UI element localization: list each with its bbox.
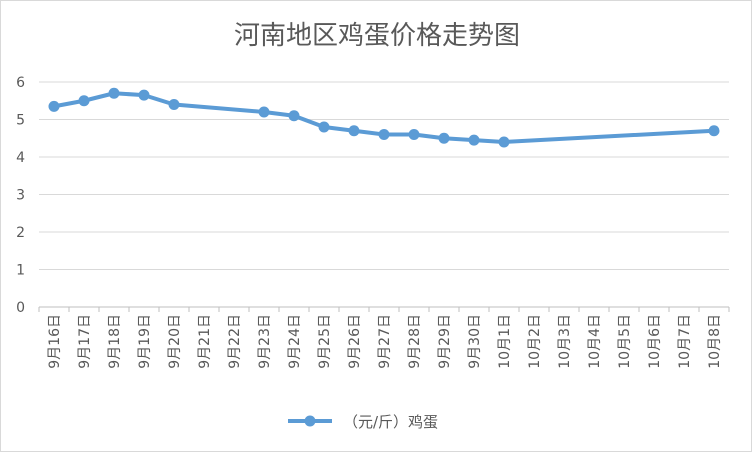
- x-axis-ticks: 9月16日 9月17日 9月18日 9月19日 9月20日 9月21日 9月22日 9月23日…: [39, 307, 729, 369]
- data-point: [439, 133, 450, 144]
- x-tick-label: 10月6日: [647, 314, 663, 369]
- x-tick-label: 10月8日: [707, 314, 723, 369]
- data-point: [169, 99, 180, 110]
- x-tick-label: 9月16日: [47, 314, 63, 369]
- x-tick-label: 9月30日: [467, 314, 483, 369]
- data-point: [139, 90, 150, 101]
- data-point: [409, 129, 420, 140]
- y-tick-label: 2: [16, 225, 25, 241]
- x-tick-label: 9月29日: [437, 314, 453, 369]
- chart-title: 河南地区鸡蛋价格走势图: [234, 21, 520, 51]
- x-tick-label: 10月3日: [557, 314, 573, 369]
- data-point: [79, 95, 90, 106]
- x-tick-label: 10月1日: [497, 314, 513, 369]
- x-tick-label: 10月7日: [677, 314, 693, 369]
- data-point: [709, 125, 720, 136]
- y-tick-label: 5: [16, 113, 25, 129]
- legend-point-marker: [305, 416, 316, 427]
- y-tick-label: 4: [16, 150, 25, 166]
- x-tick-label: 9月17日: [77, 314, 93, 369]
- data-point: [109, 88, 120, 99]
- x-tick-label: 10月4日: [587, 314, 603, 369]
- data-point: [499, 137, 510, 148]
- legend: （元/斤）鸡蛋: [288, 413, 438, 431]
- data-point: [469, 135, 480, 146]
- x-tick-label: 9月18日: [107, 314, 123, 369]
- x-tick-label: 9月27日: [377, 314, 393, 369]
- data-point: [289, 110, 300, 121]
- x-tick-label: 9月28日: [407, 314, 423, 369]
- x-tick-label: 10月5日: [617, 314, 633, 369]
- y-tick-label: 6: [16, 75, 25, 91]
- y-tick-label: 3: [16, 188, 25, 204]
- x-tick-label: 9月19日: [137, 314, 153, 369]
- x-tick-label: 9月23日: [257, 314, 273, 369]
- x-tick-label: 9月26日: [347, 314, 363, 369]
- x-tick-label: 9月24日: [287, 314, 303, 369]
- data-point: [49, 101, 60, 112]
- gridlines: [39, 82, 729, 307]
- x-tick-label: 10月2日: [527, 314, 543, 369]
- y-tick-label: 0: [16, 300, 25, 316]
- x-tick-label: 9月25日: [317, 314, 333, 369]
- legend-label: （元/斤）鸡蛋: [343, 413, 438, 431]
- y-axis-ticks: 0 1 2 3 4 5 6: [16, 75, 25, 316]
- y-tick-label: 1: [16, 263, 25, 279]
- x-tick-label: 9月21日: [197, 314, 213, 369]
- x-tick-label: 9月22日: [227, 314, 243, 369]
- data-point: [259, 107, 270, 118]
- series-layer: [49, 88, 720, 148]
- data-point: [319, 122, 330, 133]
- data-point: [379, 129, 390, 140]
- data-point: [349, 125, 360, 136]
- x-tick-label: 9月20日: [167, 314, 183, 369]
